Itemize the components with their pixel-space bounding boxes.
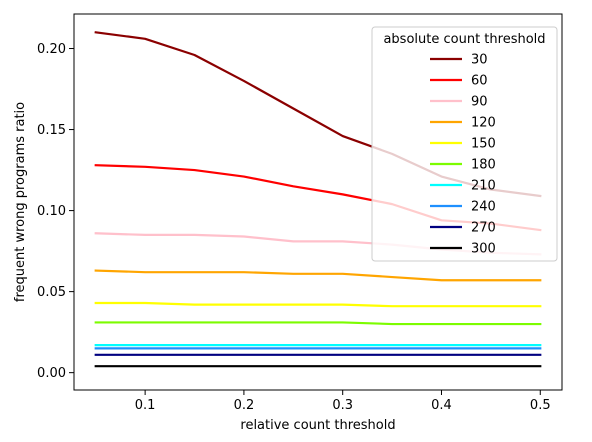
x-tick-label: 0.2 bbox=[234, 398, 255, 413]
y-tick-label: 0.20 bbox=[37, 42, 66, 57]
x-axis-ticks: 0.1 0.2 0.3 0.4 0.5 bbox=[135, 390, 551, 413]
legend-label-210: 210 bbox=[471, 179, 496, 194]
legend-box bbox=[371, 26, 558, 262]
x-tick-label: 0.1 bbox=[135, 398, 156, 413]
x-tick-label: 0.5 bbox=[530, 398, 551, 413]
y-tick-label: 0.00 bbox=[37, 366, 66, 381]
legend-label-90: 90 bbox=[471, 95, 488, 110]
series-lines bbox=[94, 31, 542, 368]
legend-label-60: 60 bbox=[471, 74, 488, 89]
legend-title: absolute count threshold bbox=[383, 32, 545, 47]
legend-label-240: 240 bbox=[471, 200, 496, 215]
series-line-150 bbox=[94, 301, 542, 308]
legend-label-180: 180 bbox=[471, 158, 496, 173]
legend-label-150: 150 bbox=[471, 137, 496, 152]
y-axis-label: frequent wrong programs ratio bbox=[13, 102, 28, 302]
x-axis-label: relative count threshold bbox=[240, 418, 395, 433]
x-tick-label: 0.4 bbox=[431, 398, 452, 413]
legend-label-30: 30 bbox=[471, 53, 488, 68]
axes-frame bbox=[73, 13, 563, 391]
y-tick-label: 0.15 bbox=[37, 123, 66, 138]
series-line-120 bbox=[94, 269, 542, 282]
x-tick-label: 0.3 bbox=[332, 398, 353, 413]
y-tick-label: 0.05 bbox=[37, 285, 66, 300]
legend-items: 30 60 90 120 150 180 210 240 270 300 bbox=[430, 53, 496, 257]
legend-label-270: 270 bbox=[471, 221, 496, 236]
series-line-180 bbox=[94, 321, 542, 326]
y-axis-ticks: 0.00 0.05 0.10 0.15 0.20 bbox=[37, 42, 74, 381]
legend-label-300: 300 bbox=[471, 242, 496, 257]
legend-label-120: 120 bbox=[471, 116, 496, 131]
y-tick-label: 0.10 bbox=[37, 204, 66, 219]
legend: absolute count threshold 30 60 90 120 150 180… bbox=[371, 26, 558, 262]
